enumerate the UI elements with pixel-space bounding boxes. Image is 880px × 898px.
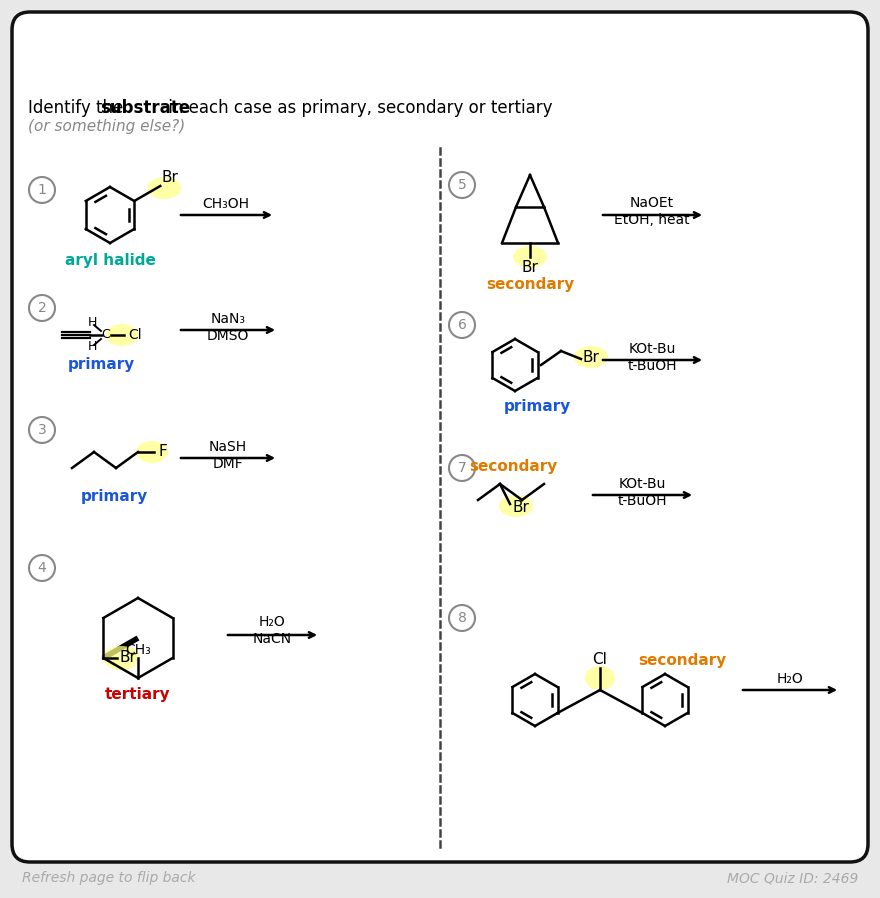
Text: DMF: DMF: [213, 457, 244, 471]
Text: Cl: Cl: [592, 653, 607, 667]
Ellipse shape: [147, 177, 181, 199]
Text: NaCN: NaCN: [253, 632, 291, 646]
Text: substrate: substrate: [100, 99, 190, 117]
Text: tertiary: tertiary: [106, 686, 171, 701]
Text: t-BuOH: t-BuOH: [627, 359, 677, 373]
Text: Refresh page to flip back: Refresh page to flip back: [22, 871, 195, 885]
Ellipse shape: [499, 495, 533, 517]
Text: NaOEt: NaOEt: [630, 196, 674, 210]
Text: NaN₃: NaN₃: [210, 312, 246, 326]
Text: KOt-Bu: KOt-Bu: [619, 477, 665, 491]
Ellipse shape: [106, 324, 138, 346]
Text: CH₃OH: CH₃OH: [202, 197, 250, 211]
Text: MOC Quiz ID: 2469: MOC Quiz ID: 2469: [727, 871, 858, 885]
Text: primary: primary: [68, 357, 135, 373]
Ellipse shape: [103, 646, 139, 670]
Text: 7: 7: [458, 461, 466, 475]
Text: KOt-Bu: KOt-Bu: [628, 342, 676, 356]
Text: secondary: secondary: [638, 653, 726, 667]
Text: CH₃: CH₃: [125, 643, 150, 657]
Text: (or something else?): (or something else?): [28, 119, 186, 134]
Text: C: C: [101, 329, 110, 341]
Text: primary: primary: [80, 489, 148, 504]
Text: in each case as primary, secondary or tertiary: in each case as primary, secondary or te…: [163, 99, 553, 117]
Text: Br: Br: [583, 349, 600, 365]
Text: Br: Br: [522, 260, 539, 275]
Text: 2: 2: [38, 301, 47, 315]
FancyBboxPatch shape: [12, 12, 868, 862]
Text: Br: Br: [161, 170, 178, 185]
Text: Br: Br: [512, 500, 529, 515]
Text: H: H: [87, 316, 97, 330]
Text: Br: Br: [120, 650, 136, 665]
Text: 3: 3: [38, 423, 47, 437]
Text: NaSH: NaSH: [209, 440, 247, 454]
Text: Identify the: Identify the: [28, 99, 128, 117]
Text: H: H: [87, 340, 97, 354]
Text: secondary: secondary: [486, 277, 574, 293]
Text: H₂O: H₂O: [777, 672, 803, 686]
Ellipse shape: [585, 666, 615, 690]
Text: 4: 4: [38, 561, 47, 575]
Ellipse shape: [136, 441, 168, 463]
Text: F: F: [158, 445, 166, 460]
Text: H₂O: H₂O: [259, 615, 285, 629]
Text: 5: 5: [458, 178, 466, 192]
Text: DMSO: DMSO: [207, 329, 249, 343]
Ellipse shape: [513, 246, 547, 268]
Text: EtOH, heat: EtOH, heat: [614, 213, 690, 227]
Text: Cl: Cl: [128, 328, 142, 342]
Ellipse shape: [574, 346, 608, 368]
Text: aryl halide: aryl halide: [64, 253, 156, 269]
Text: t-BuOH: t-BuOH: [617, 494, 667, 508]
Text: 8: 8: [458, 611, 466, 625]
Text: 6: 6: [458, 318, 466, 332]
Text: primary: primary: [503, 400, 570, 415]
Text: 1: 1: [38, 183, 47, 197]
Text: secondary: secondary: [469, 459, 557, 473]
